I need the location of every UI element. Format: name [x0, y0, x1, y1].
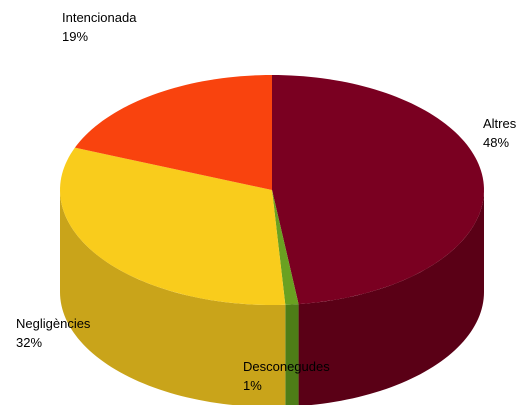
pie-slice-negligencies: [60, 147, 286, 305]
slice-value-negligencies: 32%: [16, 335, 42, 350]
pie-side-negligencies: [60, 190, 286, 405]
slice-label-negligencies: Negligències: [16, 316, 91, 331]
slice-label-altres: Altres: [483, 116, 517, 131]
pie-slice-altres: [272, 75, 484, 305]
pie-slice-intencionada: [74, 75, 272, 190]
pie-tops: [60, 75, 484, 305]
pie-side-desconegudes: [285, 304, 299, 405]
pie-sides: [60, 190, 484, 405]
pie-side-altres: [298, 190, 484, 405]
pie-slice-desconegudes: [272, 190, 299, 305]
slice-value-altres: 48%: [483, 135, 509, 150]
slice-value-desconegudes: 1%: [243, 378, 262, 393]
slice-label-intencionada: Intencionada: [62, 10, 137, 25]
slice-value-intencionada: 19%: [62, 29, 88, 44]
slice-label-desconegudes: Desconegudes: [243, 359, 330, 374]
